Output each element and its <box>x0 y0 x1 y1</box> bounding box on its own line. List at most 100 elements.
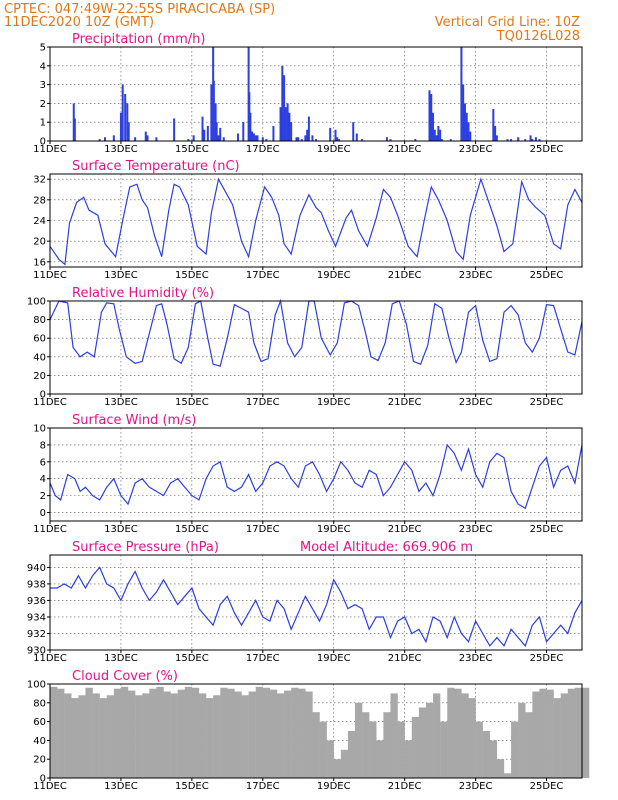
y-tick-label: 20 <box>33 237 46 248</box>
cloud-bar <box>156 686 164 778</box>
y-tick-label: 1 <box>40 118 46 129</box>
cloud-bar <box>305 691 313 778</box>
x-tick-label: 11DEC <box>33 270 67 281</box>
panel-title: Cloud Cover (%) <box>72 669 178 684</box>
precip-bar <box>192 135 195 141</box>
precip-bar <box>531 139 534 141</box>
precip-bar <box>217 135 220 141</box>
precip-bar <box>465 112 468 141</box>
precip-bar <box>248 92 251 141</box>
cloud-bar <box>276 693 285 778</box>
cloud-bar <box>177 689 185 778</box>
cloud-bar <box>582 687 590 778</box>
cloud-bar <box>496 759 505 778</box>
precip-bar <box>281 65 284 141</box>
y-tick-label: 934 <box>27 612 46 623</box>
panel-title: Surface Wind (m/s) <box>72 413 196 428</box>
y-tick-label: 930 <box>27 646 46 657</box>
cloud-bar <box>447 687 455 778</box>
precip-bar <box>449 139 452 141</box>
x-tick-label: 25DEC <box>530 653 564 664</box>
cloud-bar <box>461 693 469 778</box>
y-tick-label: 24 <box>33 216 46 227</box>
panel-6: 0 20 40 60 80 100 11DEC 13DEC 15DEC 17DEC 19DEC 21D… <box>27 669 590 792</box>
series-line <box>49 443 583 510</box>
y-tick-label: 0 <box>40 774 46 785</box>
x-tick-label: 23DEC <box>459 397 493 408</box>
cloud-bar <box>319 721 327 778</box>
cloud-bar <box>397 721 405 778</box>
y-tick-label: 932 <box>27 629 46 640</box>
precip-bar <box>251 131 254 141</box>
cloud-bar <box>142 693 150 778</box>
x-tick-label: 25DEC <box>530 144 564 155</box>
cloud-bar <box>50 686 58 778</box>
x-tick-label: 23DEC <box>459 653 493 664</box>
x-tick-label: 19DEC <box>317 524 351 535</box>
precip-bar <box>469 131 472 141</box>
cloud-bar <box>347 731 356 778</box>
y-tick-label: 6 <box>40 457 46 468</box>
precip-bar <box>187 139 190 141</box>
precip-bar <box>492 109 495 141</box>
precip-bar <box>435 135 438 141</box>
x-tick-label: 17DEC <box>246 781 280 792</box>
precip-bar <box>355 133 358 141</box>
cloud-bar <box>418 707 427 778</box>
x-tick-label: 19DEC <box>317 397 351 408</box>
x-tick-label: 19DEC <box>317 144 351 155</box>
precip-bar <box>433 129 436 141</box>
panel-1: 0 1 2 3 4 5 11DEC 13DEC 15DEC 17DEC 19DEC 21DEC 23DE… <box>33 32 583 155</box>
cloud-bar <box>475 721 483 778</box>
x-tick-label: 11DEC <box>33 781 67 792</box>
precip-bar <box>144 131 147 141</box>
panel-4: 0 2 4 6 8 10 11DEC 13DEC 15DEC 17DEC 19DEC 21DEC 23D… <box>33 413 583 535</box>
series-line <box>49 177 583 266</box>
plot-frame <box>49 683 583 779</box>
header-model: TQ0126L028 <box>496 29 580 44</box>
precip-bar <box>265 139 268 141</box>
cloud-bar <box>227 688 235 778</box>
x-tick-label: 21DEC <box>388 270 422 281</box>
cloud-bar <box>106 695 115 778</box>
precip-bar <box>272 125 275 141</box>
header-grid-line: Vertical Grid Line: 10Z <box>435 15 580 30</box>
precip-bar <box>214 103 217 141</box>
precip-bar <box>284 107 287 141</box>
panel-3: 0 20 40 60 80 100 11DEC 13DEC 15DEC 17DEC 19DEC 21D… <box>27 286 583 408</box>
precip-bar <box>315 139 317 141</box>
series-line <box>49 298 583 367</box>
precip-bar <box>462 84 465 141</box>
y-tick-label: 2 <box>40 491 46 502</box>
x-tick-label: 23DEC <box>459 144 493 155</box>
precip-bar <box>215 122 218 141</box>
panel-title: Relative Humidity (%) <box>72 286 214 301</box>
panel-title: Precipitation (mm/h) <box>72 32 205 47</box>
y-tick-label: 4 <box>40 61 46 72</box>
precip-bar <box>173 118 176 141</box>
precip-bar <box>203 129 206 141</box>
cloud-bar <box>355 702 363 778</box>
cloud-bar <box>546 689 554 778</box>
plot-frame <box>49 427 583 522</box>
precip-bar <box>338 139 341 141</box>
x-tick-label: 21DEC <box>388 397 422 408</box>
y-tick-label: 5 <box>40 43 46 54</box>
x-tick-label: 21DEC <box>388 653 422 664</box>
x-tick-label: 21DEC <box>388 144 422 155</box>
precip-bar <box>524 139 527 141</box>
cloud-bar <box>340 749 349 778</box>
x-tick-label: 11DEC <box>33 653 67 664</box>
precip-bar <box>119 112 122 141</box>
precip-bar <box>494 125 497 141</box>
cloud-bar <box>206 698 214 778</box>
cloud-bar <box>57 688 65 778</box>
precip-bar <box>206 125 209 141</box>
y-tick-label: 20 <box>33 371 46 382</box>
precip-bar <box>389 139 392 141</box>
precip-bar <box>336 137 339 141</box>
x-tick-label: 25DEC <box>530 397 564 408</box>
cloud-bar <box>120 686 129 778</box>
x-tick-label: 23DEC <box>459 781 493 792</box>
x-tick-label: 19DEC <box>317 781 351 792</box>
